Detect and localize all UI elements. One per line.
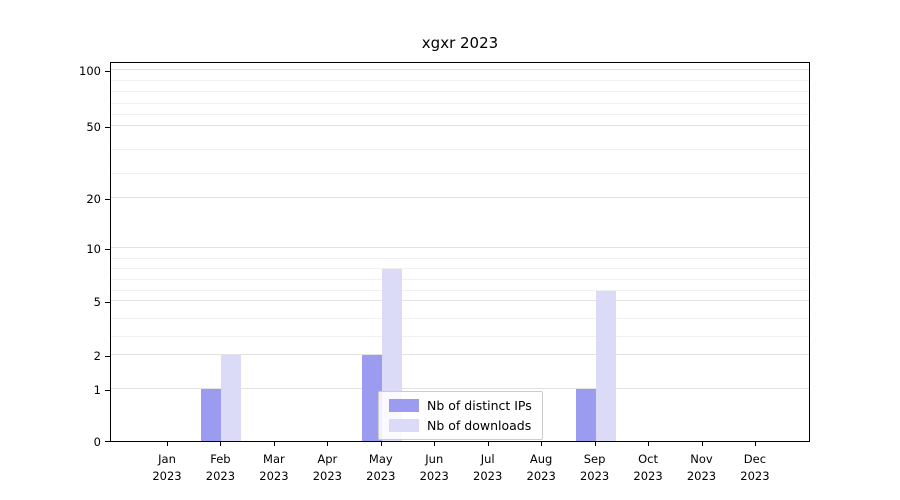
bar-downloads (221, 355, 242, 441)
minor-gridline (111, 257, 809, 259)
major-gridline (111, 354, 809, 356)
x-tick-mark (434, 442, 436, 446)
x-tick-label: Jan 2023 (152, 452, 182, 483)
chart-title: xgxr 2023 (421, 34, 499, 52)
y-tick-label: 0 (93, 435, 101, 449)
minor-gridline (111, 318, 809, 320)
y-tick-mark (105, 441, 110, 442)
x-tick-label: Mar 2023 (259, 452, 289, 483)
minor-gridline (111, 289, 809, 291)
legend-label-downloads: Nb of downloads (427, 418, 532, 433)
x-tick-mark (701, 442, 703, 446)
minor-gridline (111, 80, 809, 82)
minor-gridline (111, 91, 809, 93)
y-tick-mark (105, 71, 110, 73)
major-gridline (111, 246, 809, 248)
legend-item-distinct-ips: Nb of distinct IPs (389, 398, 532, 413)
minor-gridline (111, 268, 809, 270)
bar-distinct-ips (201, 388, 222, 441)
x-tick-label: Aug 2023 (526, 452, 556, 483)
y-tick-mark (105, 389, 110, 391)
x-tick-mark (380, 442, 382, 446)
y-tick-label: 100 (79, 64, 101, 79)
x-tick-label: Apr 2023 (312, 452, 342, 483)
y-tick-label: 10 (86, 241, 101, 256)
y-tick-mark (105, 356, 110, 358)
x-tick-mark (220, 442, 222, 446)
x-tick-mark (487, 442, 489, 446)
legend-swatch-distinct-ips (389, 399, 419, 412)
major-gridline (111, 124, 809, 126)
plot-area (110, 62, 810, 442)
x-tick-mark (754, 442, 756, 446)
legend: Nb of distinct IPs Nb of downloads (378, 391, 543, 440)
y-tick-mark (105, 248, 110, 250)
x-tick-mark (327, 442, 329, 446)
x-tick-label: Sep 2023 (579, 452, 610, 483)
major-gridline (111, 69, 809, 71)
legend-item-downloads: Nb of downloads (389, 418, 532, 433)
bar-downloads (595, 290, 616, 441)
x-tick-label: Nov 2023 (686, 452, 717, 483)
minor-gridline (111, 113, 809, 115)
x-tick-label: Dec 2023 (740, 452, 770, 483)
x-tick-mark (167, 442, 168, 446)
major-gridline (111, 300, 809, 302)
minor-gridline (111, 278, 809, 280)
minor-gridline (111, 149, 809, 151)
y-tick-mark (105, 199, 110, 201)
y-tick-label: 20 (86, 192, 101, 207)
x-tick-mark (648, 442, 650, 446)
x-tick-label: Jun 2023 (419, 452, 449, 483)
x-tick-mark (541, 442, 543, 446)
legend-label-distinct-ips: Nb of distinct IPs (427, 398, 532, 413)
y-tick-label: 1 (93, 382, 101, 397)
minor-gridline (111, 102, 809, 104)
y-tick-label: 50 (86, 119, 101, 134)
major-gridline (111, 387, 809, 389)
x-tick-label: May 2023 (366, 452, 396, 483)
x-tick-mark (273, 442, 275, 446)
major-gridline (111, 197, 809, 199)
bar-distinct-ips (575, 388, 596, 441)
y-tick-mark (105, 302, 110, 304)
x-tick-label: Feb 2023 (205, 452, 236, 483)
minor-gridline (111, 173, 809, 175)
bar-distinct-ips (361, 355, 382, 441)
y-tick-label: 2 (93, 349, 101, 364)
x-tick-label: Jul 2023 (473, 452, 503, 483)
minor-gridline (111, 336, 809, 338)
x-tick-mark (594, 442, 596, 446)
y-tick-mark (105, 126, 110, 128)
y-tick-label: 5 (93, 295, 101, 310)
x-tick-label: Oct 2023 (633, 452, 663, 483)
legend-swatch-downloads (389, 419, 419, 432)
